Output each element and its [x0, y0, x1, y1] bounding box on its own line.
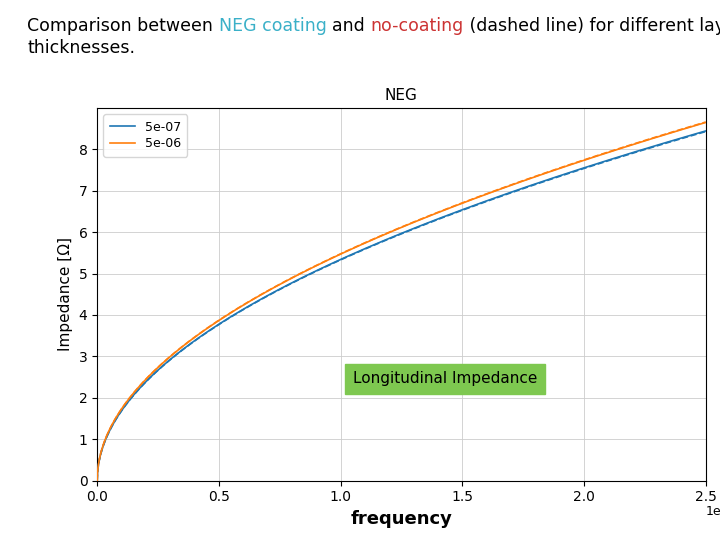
Text: no-coating: no-coating — [370, 17, 464, 35]
5e-06 — [93, 477, 102, 484]
5e-07 — [199, 332, 207, 338]
5e-07 — [353, 249, 361, 255]
5e-07 — [162, 359, 171, 366]
Text: and: and — [332, 17, 370, 35]
Title: NEG: NEG — [385, 87, 418, 103]
Text: 1e9: 1e9 — [706, 505, 720, 518]
Text: Comparison between: Comparison between — [27, 17, 219, 35]
Legend: 5e-07, 5e-06: 5e-07, 5e-06 — [104, 114, 187, 157]
5e-07 — [93, 477, 102, 484]
5e-07 — [689, 131, 698, 138]
5e-06 — [162, 356, 171, 363]
5e-06 — [326, 255, 335, 262]
Line: 5e-07: 5e-07 — [97, 131, 706, 481]
5e-06 — [353, 244, 361, 250]
5e-07 — [326, 261, 335, 267]
Y-axis label: Impedance [Ω]: Impedance [Ω] — [58, 237, 73, 352]
X-axis label: frequency: frequency — [351, 510, 452, 528]
Line: 5e-06: 5e-06 — [97, 123, 706, 481]
5e-06 — [701, 119, 710, 126]
Text: (dashed line) for different layer: (dashed line) for different layer — [464, 17, 720, 35]
Text: NEG coating: NEG coating — [219, 17, 332, 35]
5e-07 — [624, 151, 632, 157]
5e-06 — [689, 123, 698, 129]
5e-07 — [701, 128, 710, 134]
5e-06 — [199, 328, 207, 335]
Text: Longitudinal Impedance: Longitudinal Impedance — [353, 372, 537, 386]
Text: thicknesses.: thicknesses. — [27, 39, 135, 57]
5e-06 — [624, 143, 632, 150]
